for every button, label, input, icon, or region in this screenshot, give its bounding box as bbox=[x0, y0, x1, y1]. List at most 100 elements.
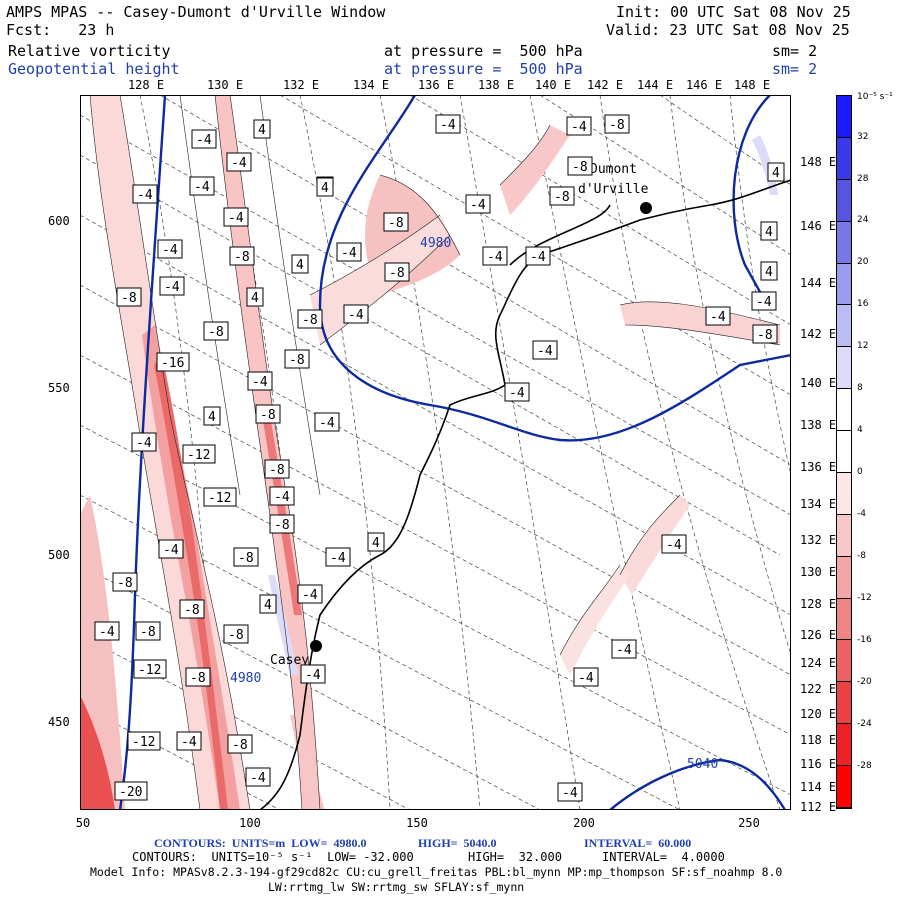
right-lon-label: 122 E bbox=[800, 682, 837, 696]
vort-label: -12 bbox=[182, 444, 216, 464]
vort-label: -8 bbox=[752, 324, 778, 344]
svg-text:-4: -4 bbox=[136, 436, 152, 451]
colorbar-label: -12 bbox=[857, 593, 872, 603]
svg-text:-8: -8 bbox=[234, 250, 250, 265]
colorbar-segment bbox=[837, 137, 851, 180]
model-info: Model Info: MPASv8.2.3-194-gf29cd82c CU:… bbox=[90, 865, 783, 879]
colorbar-segment bbox=[837, 598, 851, 641]
svg-text:-4: -4 bbox=[274, 490, 290, 505]
vort-label: -8 bbox=[255, 404, 281, 424]
svg-text:-8: -8 bbox=[388, 216, 404, 231]
dumont-durville-marker bbox=[640, 202, 652, 214]
right-lon-label: 136 E bbox=[800, 460, 837, 474]
colorbar-segment bbox=[837, 556, 851, 599]
colorbar-segment bbox=[837, 179, 851, 222]
vort-contour-info: CONTOURS: UNITS=10⁻⁵ s⁻¹ LOW= -32.000 bbox=[132, 850, 414, 864]
top-lon-label: 142 E bbox=[586, 78, 624, 92]
vort-label: -4 bbox=[247, 371, 273, 391]
svg-text:4: 4 bbox=[251, 291, 259, 306]
station-label: d'Urville bbox=[578, 182, 649, 197]
svg-text:-4: -4 bbox=[440, 118, 456, 133]
vort-label: -4 bbox=[158, 539, 184, 559]
svg-text:-12: -12 bbox=[132, 735, 155, 750]
colorbar-segment bbox=[837, 347, 851, 390]
svg-text:-8: -8 bbox=[238, 551, 254, 566]
colorbar-segment bbox=[837, 96, 851, 138]
field1-smoothing: sm= 2 bbox=[772, 42, 818, 60]
vort-label: -8 bbox=[284, 349, 310, 369]
svg-text:-4: -4 bbox=[487, 250, 503, 265]
vort-label: -8 bbox=[135, 621, 161, 641]
top-lon-label: 140 E bbox=[534, 78, 572, 92]
vort-label: 4 bbox=[259, 594, 277, 614]
svg-text:-4: -4 bbox=[330, 551, 346, 566]
svg-text:-8: -8 bbox=[289, 353, 305, 368]
init-time: Init: 00 UTC Sat 08 Nov 25 bbox=[616, 3, 851, 21]
vort-label: 4 bbox=[760, 221, 778, 241]
colorbar-label: 32 bbox=[857, 132, 869, 142]
top-lon-label: 148 E bbox=[733, 78, 771, 92]
colorbar-label: -16 bbox=[857, 635, 872, 645]
vort-label: -4 bbox=[336, 242, 362, 262]
top-lon-label: 130 E bbox=[206, 78, 244, 92]
vort-label: -8 bbox=[297, 309, 323, 329]
vort-label: -4 bbox=[157, 239, 183, 259]
vort-label: -8 bbox=[227, 734, 253, 754]
svg-text:-8: -8 bbox=[190, 671, 206, 686]
vort-label: 4 bbox=[316, 177, 334, 197]
svg-text:-4: -4 bbox=[348, 308, 364, 323]
vort-label: -16 bbox=[156, 352, 190, 372]
vort-label: -4 bbox=[176, 731, 202, 751]
vort-label: -8 bbox=[549, 186, 575, 206]
svg-text:-8: -8 bbox=[554, 190, 570, 205]
model-info-line2: LW:rrtmg_lw SW:rrtmg_sw SFLAY:sf_mynn bbox=[268, 880, 525, 894]
vort-label: -12 bbox=[133, 659, 167, 679]
vort-label: -8 bbox=[223, 624, 249, 644]
svg-text:-8: -8 bbox=[269, 463, 285, 478]
vort-label: -4 bbox=[297, 584, 323, 604]
right-lon-label: 144 E bbox=[800, 276, 837, 290]
vort-label: -8 bbox=[229, 246, 255, 266]
right-lon-label: 120 E bbox=[800, 707, 837, 721]
vort-label: -8 bbox=[116, 287, 142, 307]
height-contour-interval: INTERVAL= 60.000 bbox=[584, 836, 692, 850]
vort-label: -12 bbox=[127, 731, 161, 751]
top-lon-label: 132 E bbox=[282, 78, 320, 92]
vort-label: -4 bbox=[314, 412, 340, 432]
right-lon-label: 138 E bbox=[800, 418, 837, 432]
vort-label: -4 bbox=[532, 340, 558, 360]
height-label: 4980 bbox=[230, 671, 261, 686]
colorbar-label: 8 bbox=[857, 383, 863, 393]
vort-label: -8 bbox=[567, 156, 593, 176]
x-axis-label: 100 bbox=[239, 816, 261, 830]
colorbar-label: -20 bbox=[857, 677, 872, 687]
right-lon-label: 114 E bbox=[800, 780, 837, 794]
colorbar-segment bbox=[837, 431, 851, 473]
vorticity-map: Dumont d'Urville Casey 4980 5040 4980 -4… bbox=[80, 95, 791, 810]
svg-text:-4: -4 bbox=[163, 543, 179, 558]
vorticity-label-boxes: -4 4 -4 -4 4 -4 -4 -8 -4 -4 4 -8 -8 -16 … bbox=[94, 114, 785, 802]
x-axis-label: 50 bbox=[75, 816, 91, 830]
svg-text:-4: -4 bbox=[341, 246, 357, 261]
vort-contour-high: HIGH= 32.000 bbox=[468, 850, 562, 864]
vort-label: -8 bbox=[384, 262, 410, 282]
colorbar-label: 24 bbox=[857, 215, 869, 225]
svg-text:-4: -4 bbox=[578, 671, 594, 686]
height-label: 5040 bbox=[687, 757, 718, 772]
colorbar-segment bbox=[837, 682, 851, 725]
vort-label: 4 bbox=[367, 532, 385, 552]
svg-text:-8: -8 bbox=[121, 291, 137, 306]
svg-text:-4: -4 bbox=[99, 625, 115, 640]
svg-text:-4: -4 bbox=[756, 295, 772, 310]
y-axis-label: 550 bbox=[48, 381, 70, 395]
colorbar-segment bbox=[837, 472, 851, 515]
vort-contour-interval: INTERVAL= 4.0000 bbox=[602, 850, 725, 864]
right-lon-label: 146 E bbox=[800, 219, 837, 233]
svg-text:-4: -4 bbox=[530, 250, 546, 265]
svg-text:-4: -4 bbox=[137, 188, 153, 203]
svg-text:-8: -8 bbox=[260, 408, 276, 423]
svg-text:4: 4 bbox=[208, 410, 216, 425]
vort-label: -4 bbox=[465, 194, 491, 214]
top-lon-label: 138 E bbox=[477, 78, 515, 92]
vort-label: -8 bbox=[179, 599, 205, 619]
